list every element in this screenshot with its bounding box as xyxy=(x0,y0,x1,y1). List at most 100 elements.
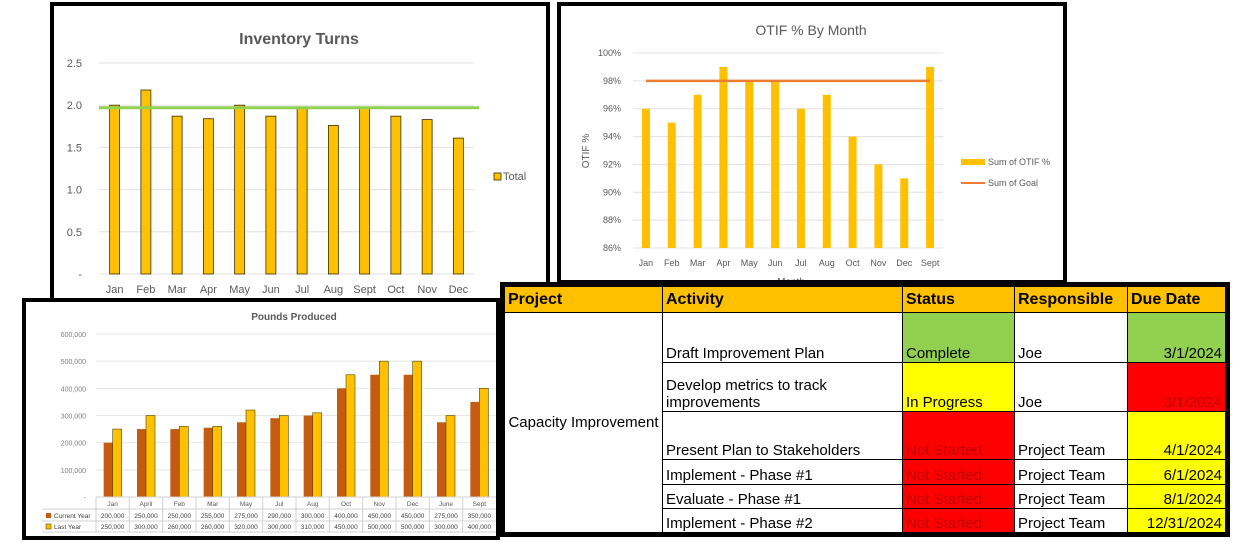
project-cell: Capacity Improvement xyxy=(504,312,663,533)
activity-cell: Draft Improvement Plan xyxy=(662,311,903,364)
data-table-cell: 400,000 xyxy=(468,524,492,531)
x-axis-label: Month xyxy=(777,277,805,280)
y-tick-label: 2.0 xyxy=(67,100,82,112)
bar-last-year xyxy=(179,426,189,498)
bar xyxy=(796,108,805,248)
legend-label: Current Year xyxy=(54,513,91,520)
x-tick-label: Feb xyxy=(136,284,155,296)
x-tick-label: May xyxy=(741,258,759,268)
bar-current-year xyxy=(137,429,146,497)
x-tick-label: May xyxy=(240,501,253,508)
table-row: Present Plan to Stakeholders Not Started P… xyxy=(505,410,1226,461)
y-tick-label: 98% xyxy=(603,76,621,86)
status-cell: Complete xyxy=(902,311,1015,364)
responsible-cell: Joe xyxy=(1014,362,1128,412)
bar xyxy=(719,66,728,248)
status-cell: Not Started xyxy=(902,459,1015,485)
x-tick-label: Apr xyxy=(200,284,217,296)
activity-cell: Implement - Phase #1 xyxy=(662,459,903,485)
data-table-cell: 260,000 xyxy=(201,524,225,531)
bar-last-year xyxy=(479,388,489,498)
y-tick-label: 88% xyxy=(603,215,621,225)
bar xyxy=(327,125,339,275)
column-header: Status xyxy=(902,286,1015,313)
column-header: Project xyxy=(504,286,663,313)
bar xyxy=(109,104,121,275)
due-date-cell: 3/1/2024 xyxy=(1127,362,1226,412)
bar-current-year xyxy=(337,388,346,497)
data-table-cell: 250,000 xyxy=(168,513,192,520)
status-cell: Not Started xyxy=(902,483,1015,509)
bar xyxy=(452,137,464,275)
x-tick-label: Jul xyxy=(275,501,284,508)
x-tick-label: Dec xyxy=(407,501,419,508)
bar-current-year xyxy=(370,374,380,497)
y-tick-label: 2.5 xyxy=(67,58,82,70)
data-table-cell: 250,000 xyxy=(101,524,125,531)
legend-label: Last Year xyxy=(54,524,82,531)
data-table-cell: 320,000 xyxy=(234,524,258,531)
bar xyxy=(693,94,702,249)
bar-last-year xyxy=(112,428,122,498)
status-cell: In Progress xyxy=(902,362,1015,412)
bar-current-year xyxy=(237,422,246,497)
bar xyxy=(140,89,152,275)
data-table-cell: 255,000 xyxy=(201,513,225,520)
x-tick-label: Mar xyxy=(168,284,187,296)
responsible-cell: Joe xyxy=(1014,311,1128,364)
y-tick-label: - xyxy=(84,495,87,502)
x-tick-label: Dec xyxy=(896,258,913,268)
status-cell: Not Started xyxy=(902,507,1015,534)
y-tick-label: 96% xyxy=(603,104,621,114)
data-table-cell: 450,000 xyxy=(334,524,358,531)
bar-last-year xyxy=(245,409,256,498)
y-tick-label: 94% xyxy=(603,132,621,142)
data-table-cell: 300,000 xyxy=(301,513,325,520)
x-tick-label: June xyxy=(439,501,453,508)
x-tick-label: Nov xyxy=(870,258,887,268)
x-tick-label: Jan xyxy=(106,284,124,296)
x-tick-label: Feb xyxy=(664,258,680,268)
x-tick-label: Jan xyxy=(107,501,118,508)
column-header: Due Date xyxy=(1127,286,1226,313)
y-tick-label: 600,000 xyxy=(61,332,86,339)
x-tick-label: Sept xyxy=(473,501,487,508)
legend-swatch xyxy=(493,172,502,181)
bar-last-year xyxy=(445,415,456,498)
x-tick-label: Sept xyxy=(353,284,376,296)
bar xyxy=(926,66,935,248)
legend-label: Sum of OTIF % xyxy=(988,157,1050,167)
data-table-cell: 300,000 xyxy=(134,524,158,531)
bar xyxy=(265,115,277,275)
legend-swatch-otif xyxy=(961,159,985,165)
data-table-cell: 300,000 xyxy=(268,524,292,531)
project-table: Project Activity Status Responsible Due Date… xyxy=(504,286,1226,534)
project-table-panel: Project Activity Status Responsible Due Date… xyxy=(500,282,1230,537)
bar-last-year xyxy=(345,374,356,498)
y-tick-label: 400,000 xyxy=(61,386,86,393)
bar xyxy=(202,118,214,275)
y-tick-label: 500,000 xyxy=(61,359,86,366)
data-table-cell: 200,000 xyxy=(101,513,125,520)
x-tick-label: Sept xyxy=(921,258,940,268)
y-tick-label: 200,000 xyxy=(61,441,86,448)
x-tick-label: Oct xyxy=(846,258,861,268)
legend-label: Sum of Goal xyxy=(988,178,1038,188)
table-row: Implement - Phase #2 Not Started Project T… xyxy=(505,507,1226,534)
responsible-cell: Project Team xyxy=(1014,410,1128,461)
activity-cell: Implement - Phase #2 xyxy=(662,507,903,534)
data-table-cell: 260,000 xyxy=(168,524,192,531)
bar xyxy=(421,119,433,275)
x-tick-label: Mar xyxy=(207,501,219,508)
bar xyxy=(848,136,857,248)
bar xyxy=(900,178,909,248)
table-row: Implement - Phase #1 Not Started Project T… xyxy=(505,459,1226,485)
otif-chart: OTIF % By Month 86% 88% 90% 92% 94% 96% 98% 100%… xyxy=(557,2,1067,284)
bar-last-year xyxy=(312,412,322,498)
x-tick-label: Oct xyxy=(387,284,404,296)
bar-last-year xyxy=(212,426,222,498)
bar-current-year xyxy=(403,374,413,497)
due-date-cell: 4/1/2024 xyxy=(1127,410,1226,461)
bar xyxy=(745,80,754,248)
bar-last-year xyxy=(412,360,422,498)
